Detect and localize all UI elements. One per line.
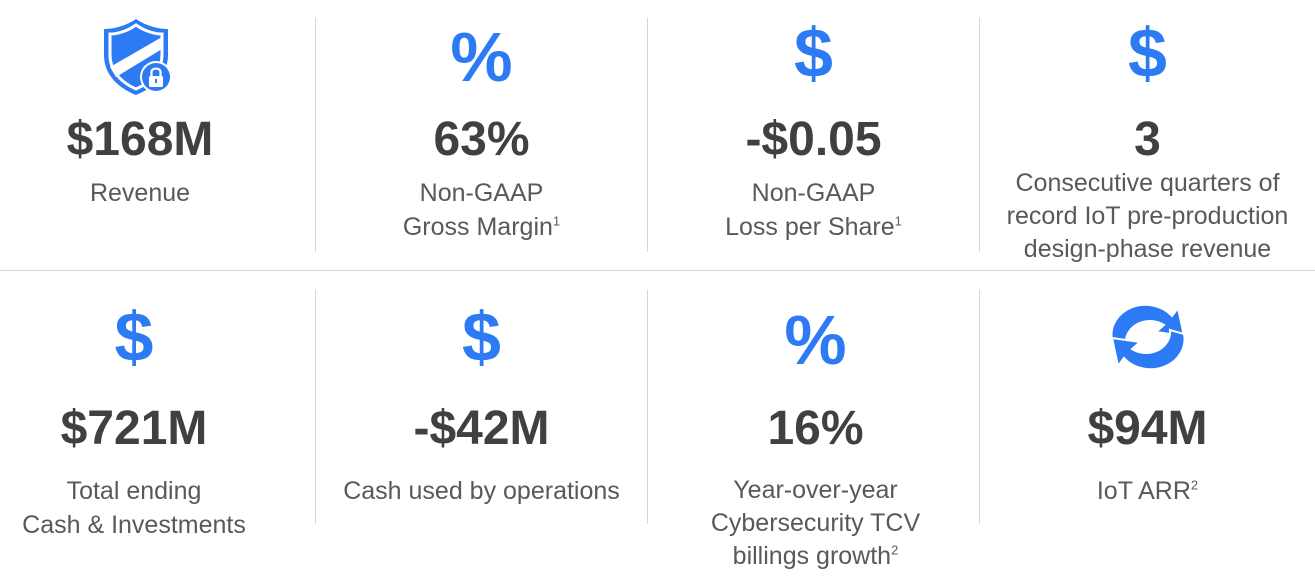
metric-card-iot-arr: $94M IoT ARR2: [980, 272, 1315, 577]
metric-label-line: Total ending: [66, 477, 202, 505]
footnote-marker: 2: [1190, 477, 1199, 493]
dollar-icon: $: [1128, 14, 1167, 92]
footnote-marker: 2: [891, 542, 899, 558]
metric-label-line: design-phase revenue: [1023, 235, 1272, 263]
divider: [979, 18, 980, 252]
metric-value: -$0.05: [745, 113, 882, 166]
metric-label-line: IoT ARR: [1096, 477, 1191, 505]
metric-label-line: Consecutive quarters of: [1015, 169, 1280, 197]
percent-icon: %: [784, 301, 847, 379]
metrics-row-bottom: $ $721M Total ending Cash & Investments …: [0, 272, 1315, 577]
metric-label: Year-over-year Cybersecurity TCV billing…: [648, 474, 983, 573]
metric-label: Cash used by operations: [316, 474, 647, 508]
dollar-icon: $: [114, 298, 154, 376]
metric-card-gross-margin: % 63% Non-GAAP Gross Margin1: [316, 0, 647, 270]
metric-label: Total ending Cash & Investments: [0, 474, 268, 542]
dollar-icon: $: [794, 14, 833, 92]
dollar-icon: $: [462, 298, 501, 376]
metric-label-line: billings growth: [732, 542, 892, 570]
percent-icon: %: [450, 18, 513, 96]
footnote-marker: 1: [894, 213, 902, 229]
metric-label: Non-GAAP Loss per Share1: [648, 176, 979, 244]
metric-card-revenue: $168M Revenue: [0, 0, 280, 270]
metric-label-line: Gross Margin: [402, 213, 553, 241]
footnote-marker: 1: [552, 213, 561, 229]
metric-label: Consecutive quarters of record IoT pre-p…: [980, 167, 1315, 266]
metric-label-line: Cash & Investments: [22, 511, 246, 539]
metric-label-line: Cash used by operations: [343, 477, 620, 505]
refresh-cycle-icon: [1098, 298, 1198, 380]
divider: [647, 18, 648, 252]
metric-value: -$42M: [413, 402, 550, 455]
divider: [315, 290, 316, 524]
metric-value: $168M: [66, 113, 214, 166]
metric-value: 3: [1134, 113, 1161, 166]
metric-label: IoT ARR2: [980, 474, 1315, 508]
metric-card-loss-per-share: $ -$0.05 Non-GAAP Loss per Share1: [648, 0, 979, 270]
shield-lock-icon: [100, 15, 180, 101]
metric-label-line: Non-GAAP: [419, 179, 544, 207]
metric-value: 16%: [767, 402, 864, 455]
metric-label-line: Revenue: [89, 179, 191, 207]
metric-value: 63%: [433, 113, 530, 166]
metric-label-line: record IoT pre-production: [1006, 202, 1289, 230]
metric-label-line: Cybersecurity TCV: [710, 509, 921, 537]
divider: [647, 290, 648, 524]
metric-value: $94M: [1087, 402, 1208, 455]
metric-label: Non-GAAP Gross Margin1: [316, 176, 647, 244]
metric-value: $721M: [60, 402, 208, 455]
metric-label: Revenue: [0, 176, 280, 210]
metrics-row-top: $168M Revenue % 63% Non-GAAP Gross Margi…: [0, 0, 1315, 270]
metric-card-cash-operations: $ -$42M Cash used by operations: [316, 272, 647, 577]
metric-label-line: Loss per Share: [725, 213, 895, 241]
metric-card-cash-investments: $ $721M Total ending Cash & Investments: [0, 272, 268, 577]
divider: [979, 290, 980, 524]
metric-label-line: Non-GAAP: [751, 179, 876, 207]
metric-card-tcv-billings: % 16% Year-over-year Cybersecurity TCV b…: [648, 272, 983, 577]
divider: [315, 18, 316, 252]
metric-label-line: Year-over-year: [733, 476, 898, 504]
row-divider: [0, 270, 1315, 271]
metric-card-iot-quarters: $ 3 Consecutive quarters of record IoT p…: [980, 0, 1315, 270]
